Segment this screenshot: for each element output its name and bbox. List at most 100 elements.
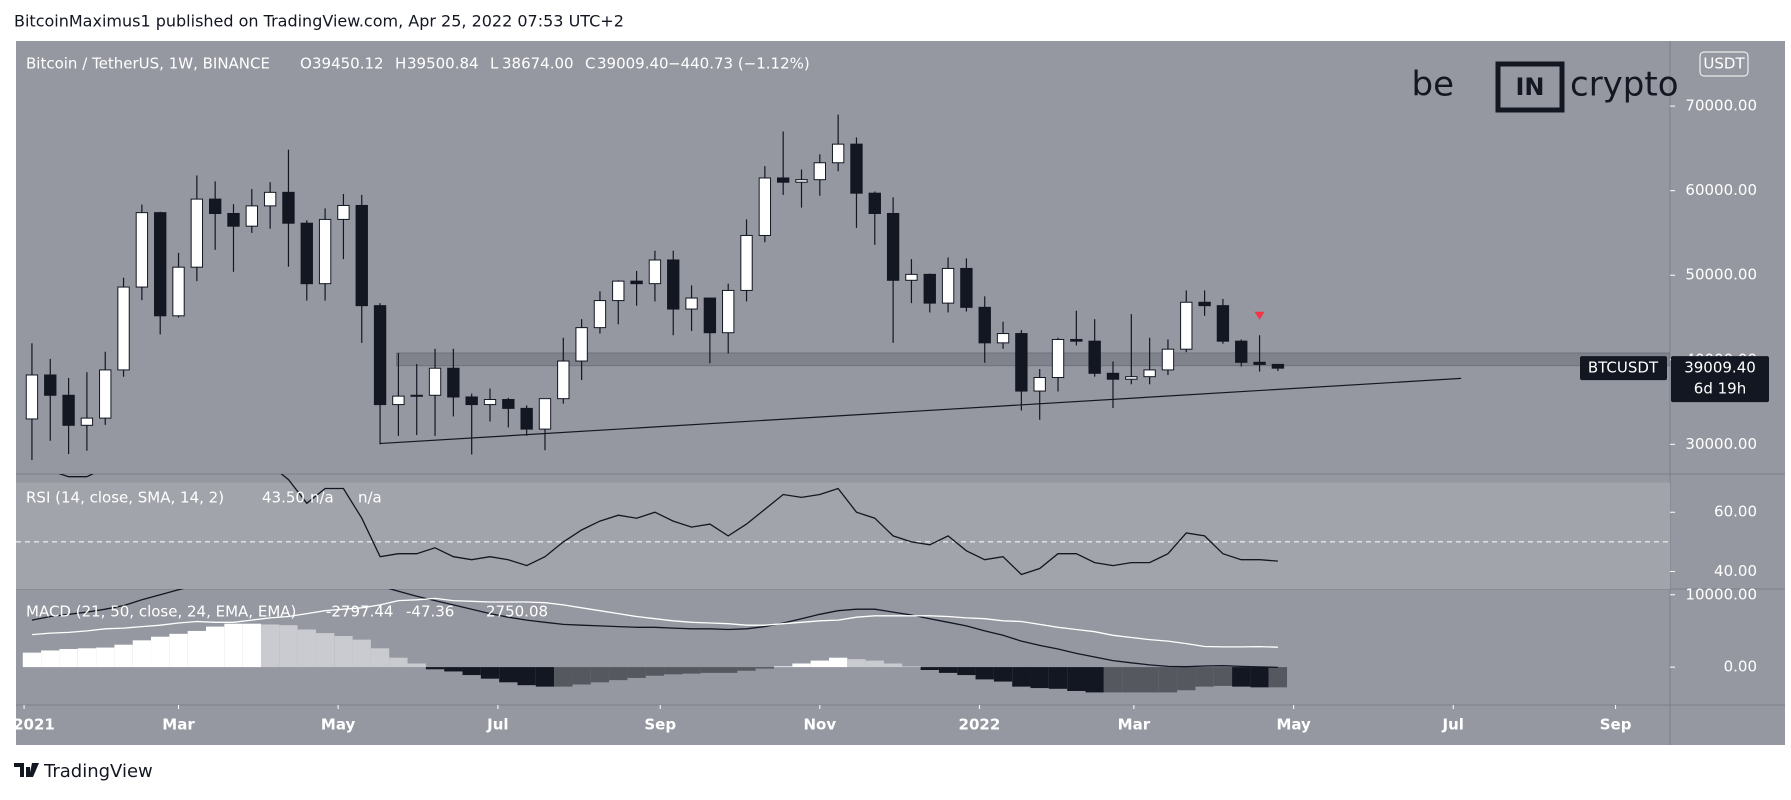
macd-histogram-bar [938,667,958,673]
candle-body [1253,361,1266,365]
y-tick-label: 0.00 [1724,658,1757,676]
candle-body [813,162,827,181]
indicator-value: n/a [358,489,382,507]
support-zone [396,352,1670,367]
y-tick-label: 70000.00 [1685,97,1757,115]
footer-brand: TradingView [43,761,153,782]
candle-body [960,267,973,308]
y-tick-label: 10000.00 [1685,585,1757,603]
candle-body [703,297,717,334]
candle-body [557,360,570,400]
macd-histogram-bar [59,649,78,668]
ohlc-value: 38674.00 [502,55,574,73]
candle-body [80,417,94,426]
candle-body [410,394,423,397]
macd-histogram-bar [224,623,243,668]
macd-histogram-bar [810,660,829,668]
x-tick-label: Jul [1442,716,1464,734]
macd-line [31,597,1278,648]
rsi-band [16,482,1670,589]
watermark-right: crypto [1570,65,1679,105]
macd-histogram-bar [572,667,591,685]
currency-button[interactable] [1699,51,1749,77]
currency-button-label[interactable]: USDT [1703,55,1745,73]
macd-histogram-bar [1030,667,1049,689]
candle-body [1235,340,1248,363]
series-title: Bitcoin / TetherUS, 1W, BINANCE [26,55,270,73]
macd-histogram-bar [260,624,280,668]
indicator-value: n/a [310,489,334,507]
candle-body [282,191,295,224]
x-tick-label: Sep [644,716,676,734]
candle-body [905,273,918,281]
candle-body [831,143,845,164]
macd-histogram-bar [352,639,371,668]
macd-histogram-bar [1122,667,1141,693]
macd-histogram-bar [774,666,793,668]
ohlc-value: 39009.40 [597,55,669,73]
candle-body [465,396,478,406]
macd-histogram-bar [96,647,115,668]
ohlc-value: 39500.84 [407,55,479,73]
candle-body [337,204,350,220]
candle-body [44,374,57,396]
candle-body [795,179,808,183]
macd-histogram-bar [389,657,408,668]
macd-histogram-bar [664,667,683,675]
macd-histogram-bar [407,663,426,668]
candle-body [575,327,588,362]
candle-body [923,273,936,304]
macd-histogram-bar [755,667,775,669]
x-tick-label: Nov [804,716,837,734]
candle-body [1125,376,1138,380]
candle-body [99,369,112,419]
candle-body [1271,363,1285,369]
macd-histogram-bar [151,636,170,668]
candle-body [25,374,39,420]
macd-histogram-bar [206,626,225,668]
candle-body [1106,372,1120,380]
candle-body [1216,305,1230,342]
macd-histogram-bar [41,650,60,668]
candle-body [1070,338,1083,342]
macd-histogram-bar [883,663,903,668]
candle-body [520,407,533,430]
macd-histogram-bar [609,667,628,681]
candle-body [355,204,368,307]
trendline [380,377,1462,445]
symbol-box [1580,356,1667,381]
candle-body [868,192,881,214]
macd-histogram-bar [535,667,555,687]
watermark-box [1495,61,1565,113]
candle-body [62,394,75,426]
macd-histogram-bar [187,630,207,668]
candle-body [996,333,1010,344]
macd-histogram-bar [1103,667,1123,693]
y-tick-label: 30000.00 [1685,435,1757,453]
countdown-label: 6d 19h [1694,380,1746,398]
candle-body [593,300,607,329]
candle-body [190,198,204,268]
tradingview-logo [14,763,39,777]
candle-body [1051,338,1065,379]
candle-body [1161,348,1175,371]
ohlc-label: L [490,55,499,73]
indicator-value: 2750.08 [486,603,548,621]
macd-histogram-bar [1195,667,1214,687]
candle-body [630,280,643,285]
macd-histogram-bar [865,660,884,668]
candle-body [612,280,625,302]
ohlc-value: 39450.12 [312,55,384,73]
watermark-mid: IN [1515,73,1544,101]
y-tick-label: 50000.00 [1685,266,1757,284]
macd-histogram-bar [22,652,42,668]
candle-body [685,297,698,310]
macd-histogram-bar [1067,667,1086,691]
y-tick-label: 60.00 [1714,503,1757,521]
ohlc-label: H [395,55,406,73]
macd-histogram-bar [1085,667,1104,693]
candle-body [722,289,735,334]
x-tick-label: May [321,716,356,734]
candle-body [538,398,552,430]
x-tick-label: Mar [1118,716,1151,734]
